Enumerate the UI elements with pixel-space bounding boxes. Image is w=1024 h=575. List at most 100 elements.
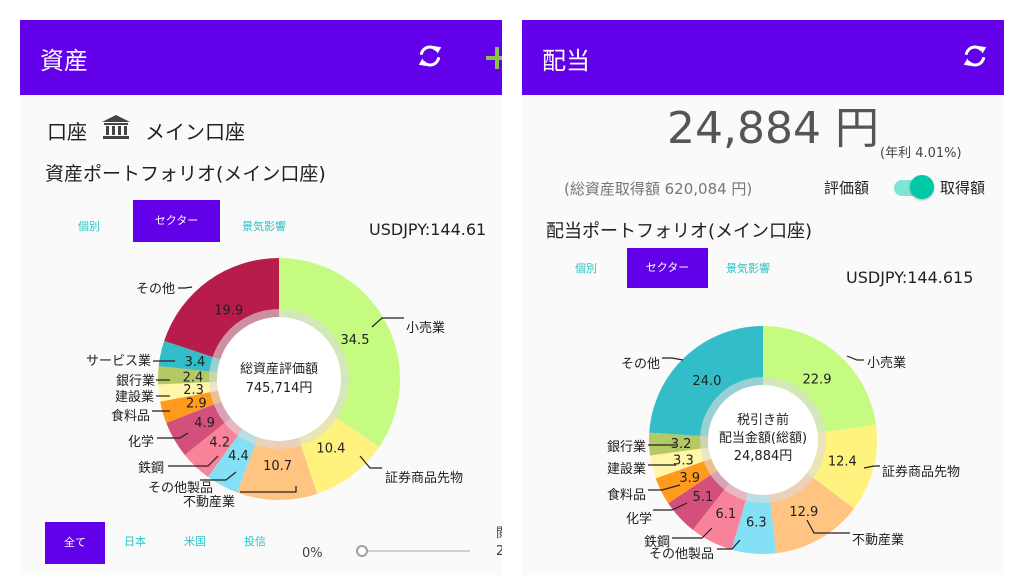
slice-value-services: 3.4	[185, 355, 206, 370]
category-label-retail: 小売業	[867, 355, 906, 371]
center-label-line1: 税引き前	[737, 412, 789, 428]
add-icon[interactable]	[486, 47, 502, 69]
center-label-line3: 24,884円	[734, 449, 793, 464]
center-label-line2: 配当金額(総額)	[719, 430, 807, 446]
slider-thumb[interactable]	[356, 545, 368, 557]
filter-us-button[interactable]: 米国	[184, 535, 206, 548]
category-label-other-products: その他製品	[148, 481, 213, 496]
category-label-other: その他	[621, 357, 660, 372]
slice-value-chemicals: 4.9	[194, 416, 215, 431]
tab-individual[interactable]: 個別	[78, 220, 100, 233]
toggle-right-label: 取得額	[940, 179, 986, 197]
slice-value-other-products: 6.3	[746, 516, 767, 531]
center-label-line1: 総資産評価額	[240, 361, 318, 377]
leader-line-real-estate	[240, 486, 297, 493]
tab-sector[interactable]: セクター	[133, 200, 220, 242]
tab-individual[interactable]: 個別	[575, 262, 597, 275]
category-label-retail: 小売業	[406, 320, 445, 336]
slice-value-real-estate: 12.9	[789, 505, 818, 520]
category-label-foods: 食料品	[607, 487, 646, 503]
refresh-icon[interactable]	[960, 41, 990, 71]
category-label-foods: 食料品	[111, 408, 150, 424]
category-label-other: その他	[136, 282, 175, 297]
leader-line-other	[178, 286, 193, 289]
leader-line-real-estate	[806, 519, 850, 534]
slider-value: 0%	[302, 546, 323, 561]
leader-line-securities	[863, 465, 880, 469]
assets-panel: 資産 口座 メイン口座 資産ポートフォリオ(メイン口座) 個別 セクター 景気影…	[20, 20, 502, 575]
dividend-total: 24,884 円	[667, 103, 879, 154]
center-label-line2: 745,714円	[246, 381, 313, 396]
category-label-securities: 証券商品先物	[385, 470, 463, 486]
leader-line-retail	[846, 355, 864, 361]
leader-line-securities	[359, 455, 382, 469]
account-name[interactable]: メイン口座	[145, 120, 245, 144]
slice-value-banking: 3.2	[671, 437, 692, 452]
category-label-securities: 証券商品先物	[882, 464, 960, 480]
category-label-steel: 鉄鋼	[644, 535, 670, 550]
category-label-construction: 建設業	[607, 461, 646, 477]
tab-sector[interactable]: セクター	[627, 248, 708, 288]
leader-line-steel	[168, 455, 219, 467]
leader-line-steel	[672, 527, 713, 539]
slice-value-construction: 3.3	[673, 454, 694, 469]
dividend-sector-donut-chart: 22.9 小売業 12.4 証券商品先物 12.9 不動産業 6.3 その他製品 6.1 鉄鋼 5.…	[607, 326, 960, 562]
category-label-services: サービス業	[86, 353, 151, 369]
leader-line-other-products	[200, 471, 237, 481]
dividend-app-bar: 配当	[522, 20, 1004, 95]
usdjpy-rate: USDJPY:144.61	[369, 220, 487, 239]
category-label-construction: 建設業	[115, 389, 154, 405]
slice-value-retail: 22.9	[803, 372, 832, 387]
usdjpy-rate: USDJPY:144.615	[846, 268, 974, 287]
slice-value-other-products: 4.4	[228, 449, 249, 464]
category-label-other-products: その他製品	[649, 547, 714, 562]
asset-portfolio-title: 資産ポートフォリオ(メイン口座)	[45, 163, 326, 185]
leader-line-chemicals	[653, 502, 688, 511]
category-label-banking: 銀行業	[607, 439, 646, 455]
annual-rate: (年利 4.01%)	[880, 146, 962, 161]
tab-economy[interactable]: 景気影響	[726, 262, 770, 275]
category-label-steel: 鉄鋼	[138, 461, 164, 476]
category-label-chemicals: 化学	[626, 511, 652, 527]
category-label-real-estate: 不動産業	[183, 494, 235, 510]
leader-line-retail	[371, 317, 404, 328]
filter-fund-button[interactable]: 投信	[244, 535, 266, 548]
category-label-real-estate: 不動産業	[852, 532, 904, 548]
account-label: 口座	[47, 120, 87, 144]
slice-value-steel: 6.1	[715, 507, 736, 522]
tab-economy[interactable]: 景気影響	[242, 220, 286, 233]
assets-app-bar: 資産	[20, 20, 502, 95]
acquisition-total: (総資産取得額 620,084 円)	[564, 180, 753, 198]
slice-value-retail: 34.5	[341, 333, 370, 348]
cut-off-label-1: 閲	[496, 522, 502, 541]
leader-line-other-products	[717, 539, 741, 550]
slice-value-foods: 3.9	[679, 471, 700, 486]
toggle-left-label: 評価額	[824, 179, 870, 197]
slice-value-foods: 2.9	[186, 397, 207, 412]
leader-line-chemicals	[157, 432, 189, 439]
cut-off-label-2: 2	[496, 544, 502, 559]
bank-icon	[102, 115, 130, 139]
filter-all-button[interactable]: 全て	[45, 522, 105, 564]
dividend-title: 配当	[542, 47, 590, 75]
filter-japan-button[interactable]: 日本	[124, 535, 146, 548]
dividend-panel: 配当 24,884 円 (年利 4.01%) (総資産取得額 620,084 円…	[522, 20, 1004, 575]
slider-track[interactable]	[360, 550, 470, 552]
category-label-banking: 銀行業	[116, 373, 155, 389]
category-label-chemicals: 化学	[128, 434, 154, 450]
slice-value-other: 19.9	[214, 303, 243, 318]
slice-value-other: 24.0	[692, 374, 721, 389]
slice-value-securities: 12.4	[828, 455, 857, 470]
asset-sector-donut-chart: 34.5 小売業 10.4 証券商品先物 10.7 不動産業 4.4 その他製品 4.2 鉄鋼 4.…	[86, 258, 463, 510]
slice-value-securities: 10.4	[316, 442, 345, 457]
slice-value-real-estate: 10.7	[263, 459, 292, 474]
slice-value-construction: 2.3	[183, 383, 204, 398]
slice-value-banking: 2.4	[183, 370, 204, 385]
refresh-icon[interactable]	[415, 41, 445, 71]
dividend-portfolio-title: 配当ポートフォリオ(メイン口座)	[546, 221, 813, 242]
assets-title: 資産	[40, 47, 88, 75]
leader-line-other	[662, 357, 684, 361]
leader-line-foods	[648, 484, 681, 491]
slice-value-steel: 4.2	[209, 435, 230, 450]
valuation-toggle-thumb[interactable]	[910, 175, 934, 199]
